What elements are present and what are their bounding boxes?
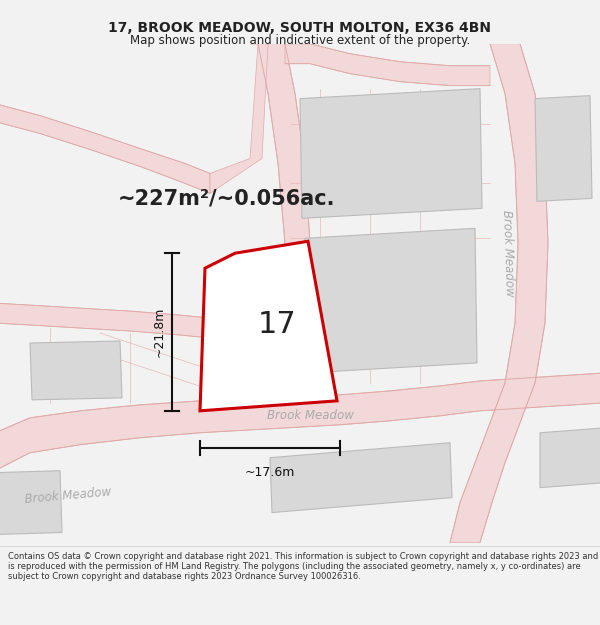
Text: Brook Meadow: Brook Meadow [500, 209, 516, 297]
Text: 17, BROOK MEADOW, SOUTH MOLTON, EX36 4BN: 17, BROOK MEADOW, SOUTH MOLTON, EX36 4BN [109, 21, 491, 35]
Text: ~21.8m: ~21.8m [152, 307, 166, 358]
Text: ~17.6m: ~17.6m [245, 466, 295, 479]
Polygon shape [450, 44, 548, 542]
Polygon shape [0, 104, 210, 193]
Polygon shape [305, 228, 477, 373]
Polygon shape [200, 241, 337, 411]
Text: Brook Meadow: Brook Meadow [266, 409, 353, 422]
Polygon shape [285, 44, 490, 86]
Polygon shape [540, 428, 600, 488]
Polygon shape [535, 96, 592, 201]
Polygon shape [0, 303, 210, 338]
Text: Contains OS data © Crown copyright and database right 2021. This information is : Contains OS data © Crown copyright and d… [8, 551, 598, 581]
Text: ~227m²/~0.056ac.: ~227m²/~0.056ac. [118, 188, 335, 208]
Polygon shape [30, 341, 122, 400]
Text: 17: 17 [257, 311, 296, 339]
Polygon shape [270, 442, 452, 512]
Polygon shape [0, 471, 62, 534]
Polygon shape [0, 373, 600, 471]
Text: Map shows position and indicative extent of the property.: Map shows position and indicative extent… [130, 34, 470, 47]
Polygon shape [210, 330, 270, 381]
Polygon shape [210, 44, 268, 193]
Polygon shape [300, 89, 482, 218]
Polygon shape [250, 44, 318, 398]
Text: Brook Meadow: Brook Meadow [24, 486, 112, 506]
